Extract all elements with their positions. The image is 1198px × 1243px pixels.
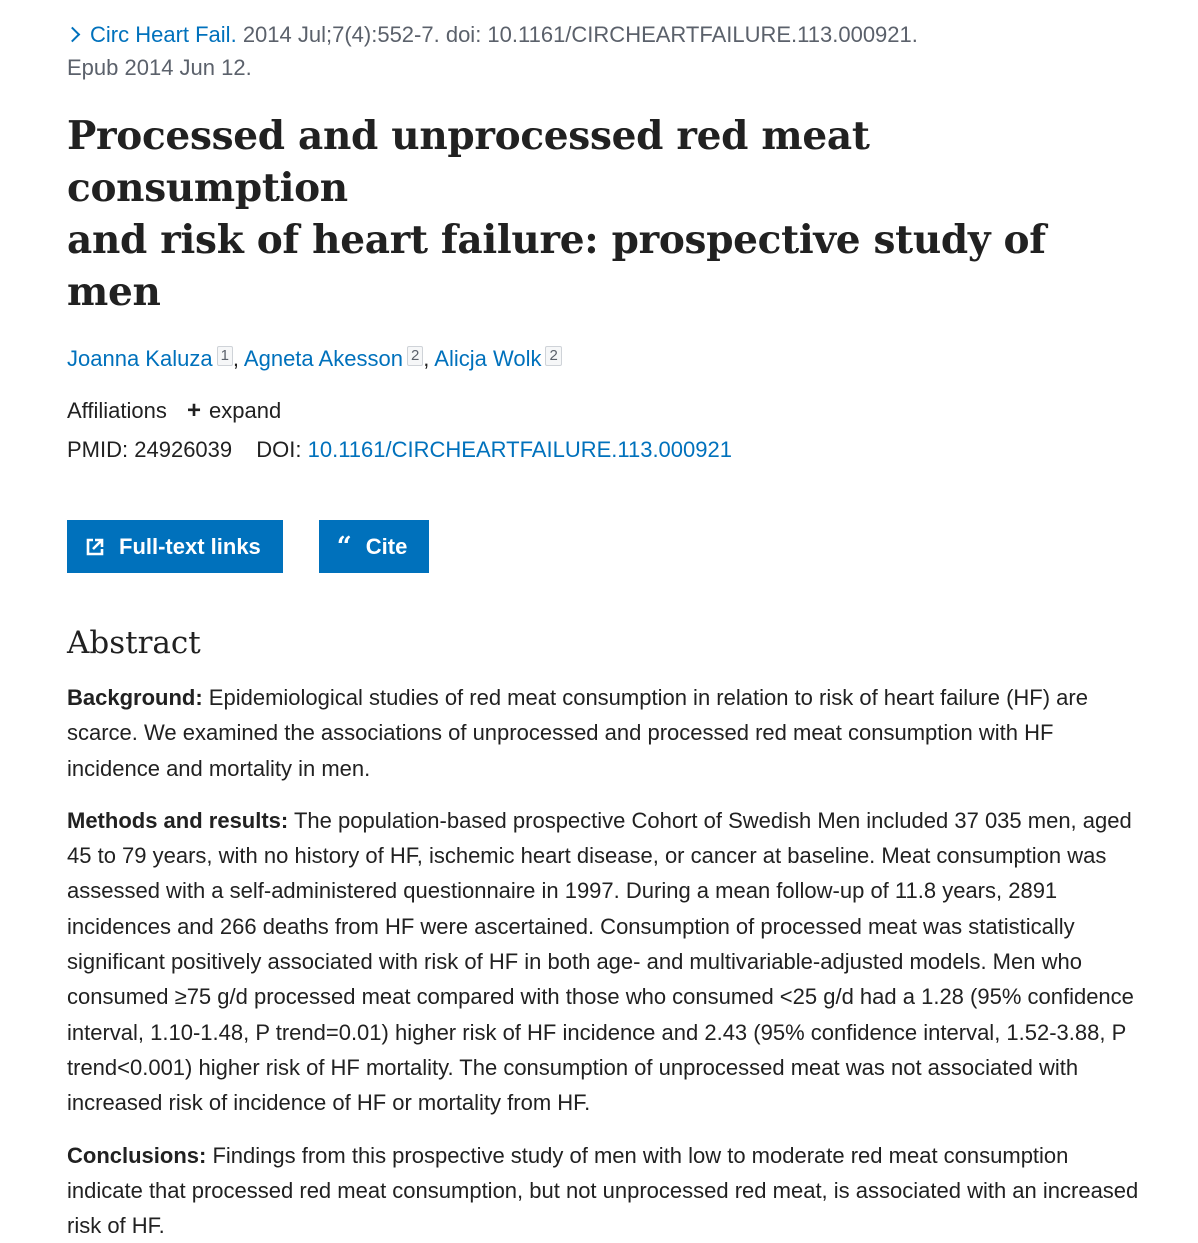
cite-label[interactable]: Cite xyxy=(365,533,408,559)
pmid-label: PMID: xyxy=(67,437,129,462)
doi-label: DOI: xyxy=(256,437,302,462)
affiliation-number[interactable]: 2 xyxy=(406,346,424,366)
author-link[interactable]: Agneta Akesson xyxy=(243,346,403,371)
article-title: Processed and unprocessed red meat consu… xyxy=(67,110,1147,318)
pmid-value: 24926039 xyxy=(134,437,233,462)
identifiers-row: PMID: 24926039 DOI: 10.1161/CIRCHEARTFAI… xyxy=(67,435,1147,465)
title-line-1: Processed and unprocessed red meat consu… xyxy=(67,113,870,211)
author-list: Joanna Kaluza 1, Agneta Akesson 2, Alicja … xyxy=(67,344,1147,374)
quote-icon: “ xyxy=(336,531,352,562)
conclusions-label: Conclusions: xyxy=(67,1142,207,1168)
abstract-heading: Abstract xyxy=(67,625,201,661)
methods-label: Methods and results: xyxy=(67,807,289,833)
article-page: Circ Heart Fail. 2014 Jul;7(4):552-7. do… xyxy=(64,18,1147,1243)
affiliation-number[interactable]: 2 xyxy=(545,346,562,366)
abstract-methods-results: Methods and results: The population-base… xyxy=(67,803,1147,1121)
abstract-background: Background: Epidemiological studies of r… xyxy=(67,680,1147,786)
expand-label[interactable]: expand xyxy=(209,398,282,423)
citation-line: Circ Heart Fail. 2014 Jul;7(4):552-7. do… xyxy=(64,18,1147,84)
external-link-icon xyxy=(85,537,105,557)
background-label: Background: xyxy=(67,685,203,710)
full-text-links-label[interactable]: Full-text links xyxy=(119,533,261,559)
chevron-right-icon xyxy=(64,26,81,43)
action-buttons: Full-text links “ Cite xyxy=(67,520,1147,573)
conclusions-text: Findings from this prospective study of … xyxy=(67,1142,1139,1239)
plus-icon: + xyxy=(187,397,202,424)
title-line-2: and risk of heart failure: prospective s… xyxy=(67,217,1046,315)
author-link[interactable]: Joanna Kaluza xyxy=(67,346,213,371)
doi-link[interactable]: 10.1161/CIRCHEARTFAILURE.113.000921 xyxy=(307,437,732,462)
background-text: Epidemiological studies of red meat cons… xyxy=(67,685,1088,781)
affiliations-row: Affiliations + expand xyxy=(67,396,1147,426)
journal-link[interactable]: Circ Heart Fail. xyxy=(64,22,237,47)
author-link[interactable]: Alicja Wolk xyxy=(434,346,542,371)
journal-name[interactable]: Circ Heart Fail. xyxy=(90,22,237,47)
affiliation-number[interactable]: 1 xyxy=(216,346,233,366)
methods-text: The population-based prospective Cohort … xyxy=(67,807,1134,1116)
full-text-links-button[interactable]: Full-text links xyxy=(67,520,283,573)
epub-date: Epub 2014 Jun 12. xyxy=(67,55,252,80)
affiliations-label: Affiliations xyxy=(67,398,167,423)
abstract-conclusions: Conclusions: Findings from this prospect… xyxy=(67,1138,1147,1243)
affiliations-expand-button[interactable]: + expand xyxy=(187,397,282,424)
citation-details: 2014 Jul;7(4):552-7. doi: 10.1161/CIRCHE… xyxy=(242,22,918,47)
cite-button[interactable]: “ Cite xyxy=(318,520,430,573)
